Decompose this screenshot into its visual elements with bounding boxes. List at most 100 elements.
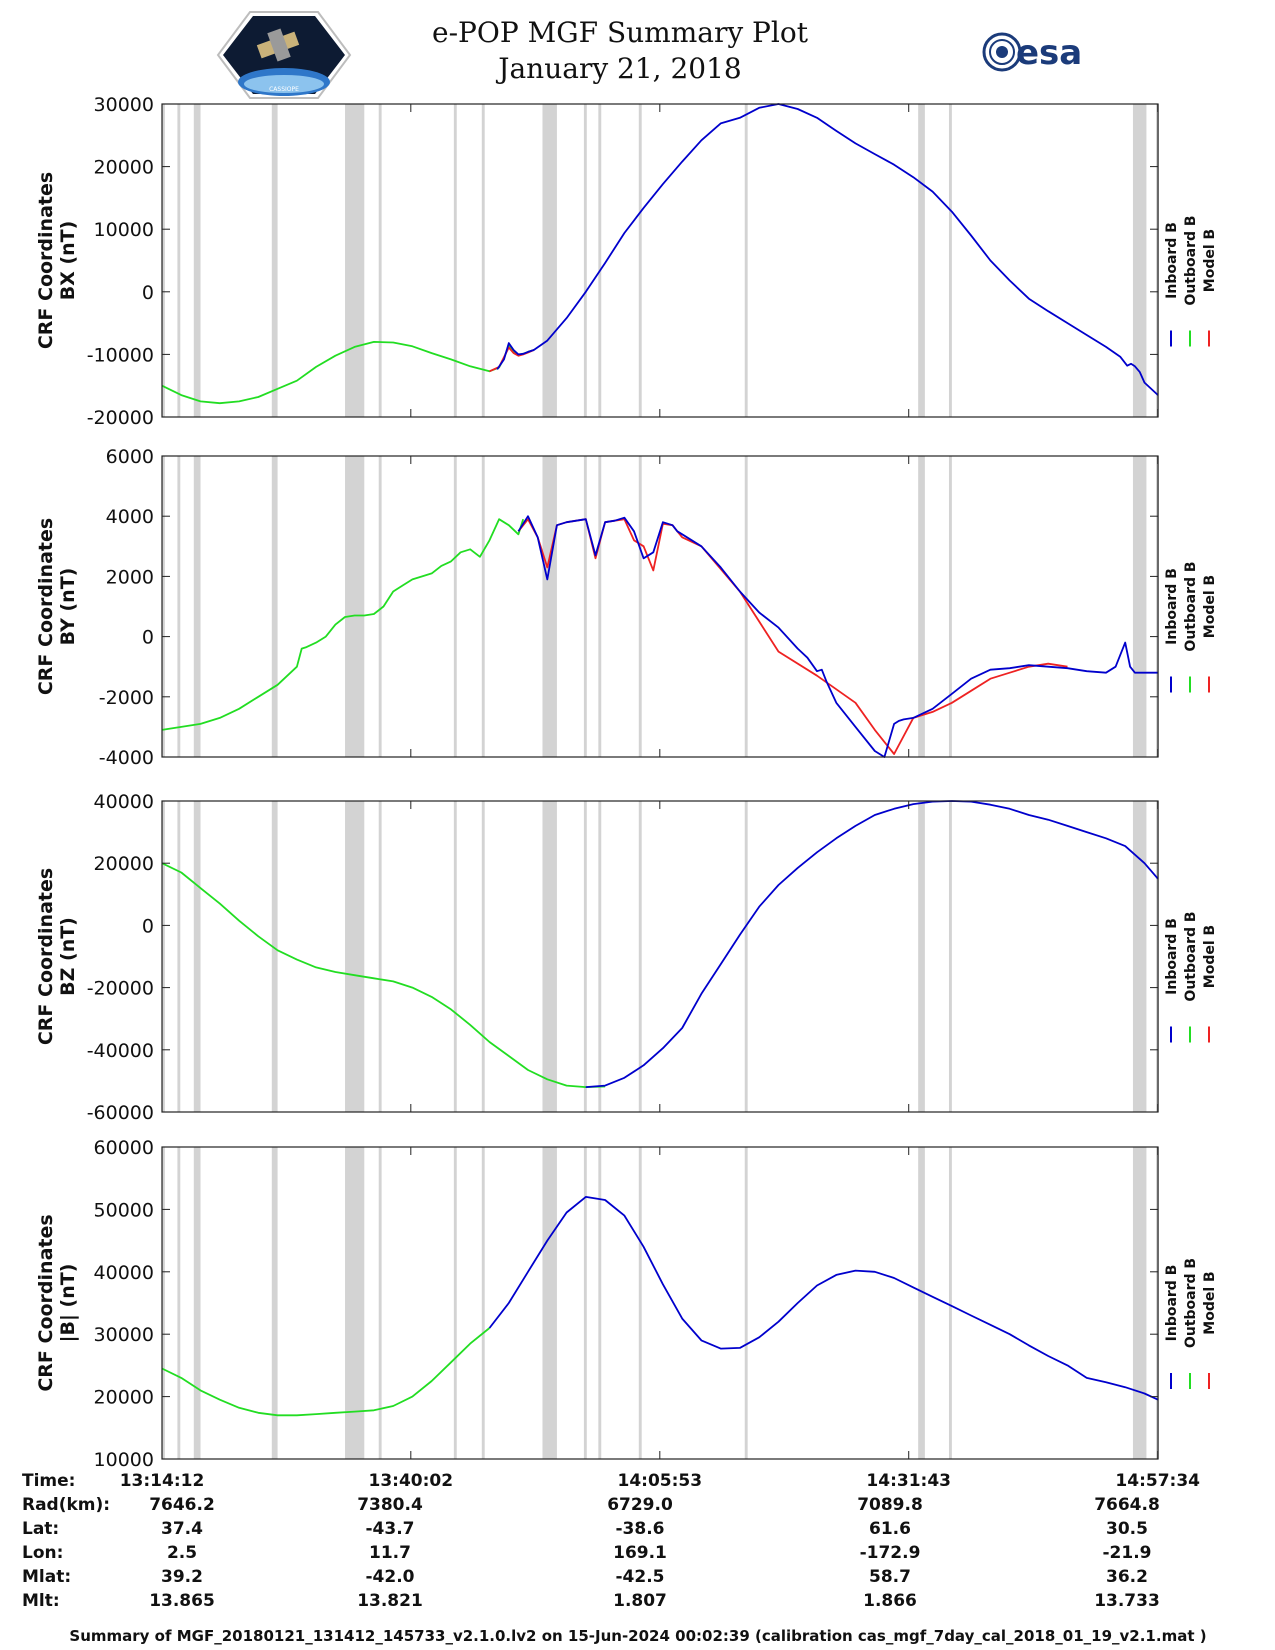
panel-1: 30000 20000 10000 0 -10000 -20000 CRF Coordina… bbox=[35, 94, 1218, 429]
y-axis-unit: BZ (nT) bbox=[57, 917, 79, 996]
legend-label: Outboard B bbox=[1183, 561, 1199, 651]
data-gap-band bbox=[598, 104, 602, 417]
info-row-value: 6729.0 bbox=[607, 1495, 673, 1515]
info-row-value: 169.1 bbox=[613, 1543, 667, 1563]
info-row-value: -38.6 bbox=[616, 1519, 665, 1539]
y-tick-label: 40000 bbox=[94, 1262, 154, 1284]
info-row-label: Mlat: bbox=[22, 1567, 71, 1587]
panel-frame bbox=[161, 800, 1159, 1113]
data-gap-band bbox=[583, 456, 587, 757]
y-tick-label: 40000 bbox=[94, 791, 154, 813]
panel-frame bbox=[161, 1146, 1159, 1460]
y-tick-label: -2000 bbox=[99, 687, 154, 709]
data-gap-band bbox=[744, 801, 748, 1112]
data-gap-band bbox=[345, 456, 365, 757]
y-tick-label: 2000 bbox=[106, 566, 154, 588]
data-gap-band bbox=[583, 801, 587, 1112]
data-gap-band bbox=[453, 456, 457, 757]
info-row-value: 30.5 bbox=[1106, 1519, 1148, 1539]
y-tick-label: 20000 bbox=[94, 853, 154, 875]
y-tick-label: -4000 bbox=[99, 747, 154, 769]
info-row-value: 13.733 bbox=[1094, 1591, 1160, 1611]
info-row-value: -43.7 bbox=[366, 1519, 415, 1539]
info-row-value: -21.9 bbox=[1103, 1543, 1152, 1563]
y-axis-unit: |B| (nT) bbox=[57, 1264, 79, 1343]
data-gap-band bbox=[542, 104, 557, 417]
data-gap-band bbox=[481, 104, 485, 417]
y-axis-title: CRF Coordinates bbox=[35, 1214, 57, 1391]
legend-label: Inboard B bbox=[1164, 568, 1180, 645]
logo-caption: CASSIOPE bbox=[269, 86, 299, 93]
info-row-label: Rad(km): bbox=[22, 1495, 110, 1515]
y-tick-label: 30000 bbox=[94, 94, 154, 116]
data-gap-band bbox=[345, 1147, 365, 1459]
info-row-label: Lon: bbox=[22, 1543, 63, 1563]
data-gap-band bbox=[481, 456, 485, 757]
info-row-value: 37.4 bbox=[161, 1519, 203, 1539]
y-tick-label: 10000 bbox=[94, 219, 154, 241]
data-gap-band bbox=[177, 801, 181, 1112]
y-tick-label: 60000 bbox=[94, 1137, 154, 1159]
esa-logo: esa bbox=[982, 32, 1082, 73]
series-line-outboard-b bbox=[161, 862, 606, 1088]
x-tick-label: 14:05:53 bbox=[618, 1471, 703, 1491]
legend-label: Model B bbox=[1202, 925, 1218, 988]
x-tick-label: 13:14:12 bbox=[120, 1471, 205, 1491]
series-line-inboard-b bbox=[496, 103, 1159, 396]
series-line-inboard-b bbox=[488, 1196, 1159, 1401]
legend: Inboard B Outboard B Model B bbox=[1164, 215, 1218, 347]
series-line-model-b bbox=[489, 346, 535, 373]
data-gap-band bbox=[378, 1147, 382, 1459]
data-gap-band bbox=[162, 801, 165, 1112]
y-tick-label: 20000 bbox=[94, 157, 154, 179]
info-row-value: 1.866 bbox=[863, 1591, 917, 1611]
data-gap-band bbox=[193, 456, 201, 757]
info-row-value: 11.7 bbox=[369, 1543, 411, 1563]
data-gap-band bbox=[948, 801, 952, 1112]
data-gap-band bbox=[177, 456, 181, 757]
panel-2: 6000 4000 2000 0 -2000 -4000 CRF Coordinates BY… bbox=[35, 446, 1218, 769]
y-tick-label: 30000 bbox=[94, 1324, 154, 1346]
info-row-value: 13.821 bbox=[357, 1591, 423, 1611]
data-gap-band bbox=[162, 1147, 165, 1459]
panel-frame bbox=[161, 455, 1159, 758]
info-row-value: 61.6 bbox=[869, 1519, 911, 1539]
data-gap-band bbox=[638, 1147, 642, 1459]
data-gap-band bbox=[378, 456, 382, 757]
legend-label: Outboard B bbox=[1183, 1258, 1199, 1348]
data-gap-band bbox=[542, 456, 557, 757]
info-row-value: 36.2 bbox=[1106, 1567, 1148, 1587]
data-gap-band bbox=[271, 104, 278, 417]
data-gap-band bbox=[583, 1147, 587, 1459]
data-gap-band bbox=[744, 456, 748, 757]
legend-label: Outboard B bbox=[1183, 215, 1199, 305]
data-gap-band bbox=[453, 1147, 457, 1459]
data-gap-band bbox=[598, 801, 602, 1112]
data-gap-band bbox=[271, 801, 278, 1112]
data-gap-band bbox=[193, 801, 201, 1112]
info-row-value: 7380.4 bbox=[357, 1495, 423, 1515]
orbit-info-table: Time: Rad(km): 7646.2 7380.4 6729.0 7089.8 766… bbox=[22, 1471, 1160, 1611]
info-row-label: Lat: bbox=[22, 1519, 59, 1539]
data-gap-band bbox=[948, 456, 952, 757]
y-axis-unit: BX (nT) bbox=[57, 221, 79, 301]
data-gap-band bbox=[542, 801, 557, 1112]
y-tick-label: 4000 bbox=[106, 506, 154, 528]
x-tick-label: 14:31:43 bbox=[866, 1471, 951, 1491]
data-gap-band bbox=[177, 1147, 181, 1459]
data-gap-band bbox=[193, 104, 201, 417]
info-row-value: 58.7 bbox=[869, 1567, 911, 1587]
legend: Inboard B Outboard B Model B bbox=[1164, 561, 1218, 693]
y-axis-title: CRF Coordinates bbox=[35, 518, 57, 695]
panel-4: 60000 50000 40000 30000 20000 10000 CRF Coordi… bbox=[35, 1137, 1218, 1471]
legend: Inboard B Outboard B Model B bbox=[1164, 1258, 1218, 1389]
data-gap-band bbox=[583, 104, 587, 417]
data-gap-band bbox=[177, 104, 181, 417]
info-row-value: 7646.2 bbox=[149, 1495, 215, 1515]
data-gap-band bbox=[744, 1147, 748, 1459]
footer-caption: Summary of MGF_20180121_131412_145733_v2… bbox=[69, 1627, 1206, 1645]
legend-label: Model B bbox=[1202, 229, 1218, 292]
series-line-outboard-b bbox=[161, 340, 535, 405]
data-gap-band bbox=[918, 104, 925, 417]
